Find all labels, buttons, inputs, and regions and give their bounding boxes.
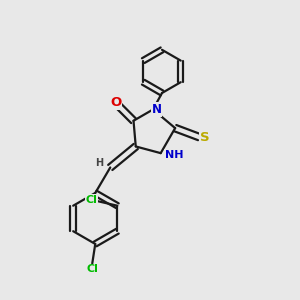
Text: O: O xyxy=(110,96,121,109)
Text: N: N xyxy=(152,103,162,116)
Text: H: H xyxy=(95,158,103,168)
Text: S: S xyxy=(200,130,209,144)
Text: NH: NH xyxy=(165,150,183,160)
Text: Cl: Cl xyxy=(86,195,98,205)
Text: Cl: Cl xyxy=(86,265,98,275)
